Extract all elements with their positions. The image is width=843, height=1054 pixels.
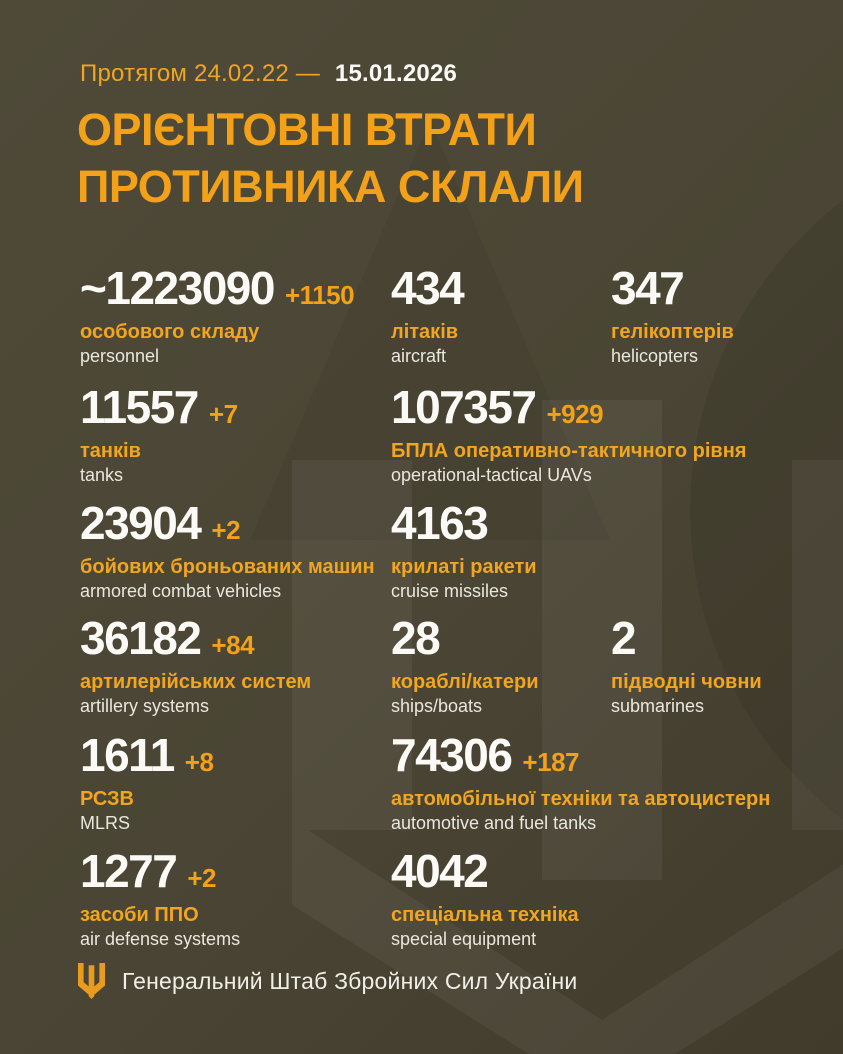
period-line: Протягом 24.02.22 — 15.01.2026 <box>80 60 457 88</box>
stat-label-en: special equipment <box>391 928 537 949</box>
period-date: 15.01.2026 <box>334 60 458 87</box>
stat-label-en: operational-tactical UAVs <box>391 464 592 485</box>
page-title-line1: ОРІЄНТОВНІ ВТРАТИ <box>77 104 537 155</box>
stat-delta: +84 <box>211 630 255 660</box>
stat-cruise-missiles: 4163 крилаті ракети cruise missiles <box>391 497 537 601</box>
stat-delta: +2 <box>187 863 216 893</box>
stat-artillery-systems: 36182 +84 артилерійських систем artiller… <box>80 612 312 716</box>
stat-value: 2 <box>611 612 637 664</box>
stat-delta: +8 <box>184 747 214 777</box>
stat-mlrs: 1611 +8 РСЗВ MLRS <box>80 729 214 833</box>
stat-value: ~1223090 <box>80 262 275 314</box>
page-title: ОРІЄНТОВНІ ВТРАТИ ПРОТИВНИКА СКЛАЛИ <box>77 102 584 215</box>
stat-value: 434 <box>391 262 465 314</box>
stat-label-uk: підводні човни <box>611 670 762 693</box>
stat-ships-boats: 28 кораблі/катери ships/boats <box>391 612 539 716</box>
stat-label-uk: бойових броньованих машин <box>80 555 375 578</box>
stat-delta: +7 <box>208 399 238 429</box>
stat-label-en: armored combat vehicles <box>80 580 282 601</box>
stat-label-uk: танків <box>80 439 141 462</box>
stat-value: 1611 <box>80 729 175 781</box>
stat-value: 23904 <box>80 497 202 549</box>
stat-tanks: 11557 +7 танків tanks <box>80 381 238 485</box>
stat-value: 28 <box>391 612 441 664</box>
stat-label-en: artillery systems <box>80 695 210 716</box>
stat-label-en: MLRS <box>80 812 131 833</box>
stat-label-uk: крилаті ракети <box>391 555 537 578</box>
stat-personnel: ~1223090 +1150 особового складу personne… <box>80 262 355 366</box>
stat-label-uk: засоби ППО <box>80 903 199 926</box>
stat-delta: +187 <box>522 747 579 777</box>
stat-value: 107357 <box>391 381 537 433</box>
stat-label-en: ships/boats <box>391 695 483 716</box>
stat-value: 74306 <box>391 729 513 781</box>
stat-label-en: tanks <box>80 464 124 485</box>
stat-label-en: automotive and fuel tanks <box>391 812 597 833</box>
trident-icon <box>78 963 105 999</box>
stat-value: 4042 <box>391 845 489 897</box>
stat-label-en: cruise missiles <box>391 580 509 601</box>
stat-delta: +929 <box>546 399 604 429</box>
footer: Генеральний Штаб Збройних Сил України <box>78 963 577 999</box>
stat-value: 4163 <box>391 497 489 549</box>
stat-value: 347 <box>611 262 685 314</box>
stat-aircraft: 434 літаків aircraft <box>391 262 465 366</box>
page-title-line2: ПРОТИВНИКА СКЛАЛИ <box>77 160 584 212</box>
stat-helicopters: 347 гелікоптерів helicopters <box>611 262 734 366</box>
stat-label-uk: спеціальна техніка <box>391 903 579 926</box>
stat-special-equipment: 4042 спеціальна техніка special equipmen… <box>391 845 579 949</box>
stat-uavs: 107357 +929 БПЛА оперативно-тактичного р… <box>391 381 747 485</box>
stat-submarines: 2 підводні човни submarines <box>611 612 762 716</box>
stat-label-en: personnel <box>80 345 160 366</box>
stat-label-uk: артилерійських систем <box>80 670 312 693</box>
stat-label-uk: РСЗВ <box>80 787 134 810</box>
stat-delta: +2 <box>211 515 241 545</box>
stat-air-defense: 1277 +2 засоби ППО air defense systems <box>80 845 241 949</box>
stat-label-uk: кораблі/катери <box>391 670 539 693</box>
stat-delta: +1150 <box>284 280 355 310</box>
mountain-watermark <box>250 120 610 540</box>
stat-armored-combat-vehicles: 23904 +2 бойових броньованих машин armor… <box>80 497 375 601</box>
period-prefix: Протягом 24.02.22 — <box>80 60 321 87</box>
stat-label-en: submarines <box>611 695 705 716</box>
stat-label-uk: автомобільної техніки та автоцистерн <box>391 787 771 810</box>
stat-label-uk: особового складу <box>80 320 260 343</box>
stat-value: 11557 <box>80 381 199 433</box>
stat-value: 1277 <box>80 845 178 897</box>
trident-watermark <box>292 400 843 1054</box>
stat-label-uk: БПЛА оперативно-тактичного рівня <box>391 439 747 462</box>
stat-label-uk: гелікоптерів <box>611 320 734 343</box>
footer-text: Генеральний Штаб Збройних Сил України <box>122 967 578 994</box>
stat-label-en: aircraft <box>391 345 447 366</box>
stat-label-en: helicopters <box>611 345 699 366</box>
stat-value: 36182 <box>80 612 202 664</box>
stat-label-en: air defense systems <box>80 928 241 949</box>
stat-label-uk: літаків <box>391 320 459 343</box>
stat-automotive: 74306 +187 автомобільної техніки та авто… <box>391 729 771 833</box>
